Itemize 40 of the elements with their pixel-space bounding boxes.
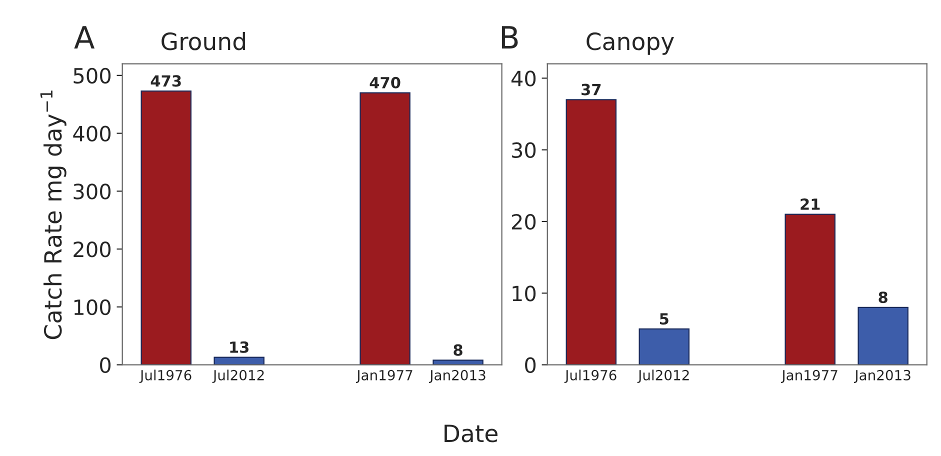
y-tick-label: 200 xyxy=(74,242,111,258)
data-label: 473 xyxy=(150,75,181,87)
x-tick-label: Jan1977 xyxy=(356,370,412,383)
data-label: 8 xyxy=(454,344,462,356)
x-tick-label: Jul2012 xyxy=(212,370,264,383)
text: B xyxy=(502,26,518,48)
x-tick-label: Jan2013 xyxy=(854,370,910,383)
y-tick-label: 10 xyxy=(512,286,536,302)
chart-title: Canopy xyxy=(586,32,674,55)
x-tick-label: Jul1976 xyxy=(564,370,616,383)
y-tick-label: 20 xyxy=(512,214,536,230)
y-tick-label: 300 xyxy=(74,184,111,200)
y-axis-title: Catch Rate mg day$^{−1}$ xyxy=(40,90,66,340)
x-tick-label: Jul1976 xyxy=(139,370,192,383)
y-tick-label: 0 xyxy=(100,357,111,374)
bar xyxy=(214,356,264,365)
bar xyxy=(638,328,690,365)
data-label: 13 xyxy=(230,341,249,353)
text: A xyxy=(74,26,95,48)
x-tick-label: Jan1977 xyxy=(781,370,838,383)
bar xyxy=(858,306,908,365)
data-label: 470 xyxy=(370,76,400,88)
bar xyxy=(360,92,410,365)
chart-title: Ground xyxy=(162,32,245,50)
data-label: 5 xyxy=(660,313,668,325)
x-axis-title: Date xyxy=(444,424,498,442)
y-tick-label: 400 xyxy=(73,126,111,142)
bar xyxy=(566,99,617,365)
bar xyxy=(784,214,836,365)
x-tick-label: Jan2013 xyxy=(428,370,486,383)
y-tick-label: 100 xyxy=(74,299,111,316)
data-label: 8 xyxy=(878,292,888,304)
bar xyxy=(140,90,192,365)
data-label: 37 xyxy=(582,84,601,96)
x-tick-label: Jul2012 xyxy=(637,370,689,383)
y-tick-label: 40 xyxy=(511,70,536,86)
y-tick-label: 500 xyxy=(74,68,111,84)
data-label: 21 xyxy=(800,198,820,210)
y-tick-label: 0 xyxy=(525,357,536,374)
y-tick-label: 30 xyxy=(512,142,536,158)
